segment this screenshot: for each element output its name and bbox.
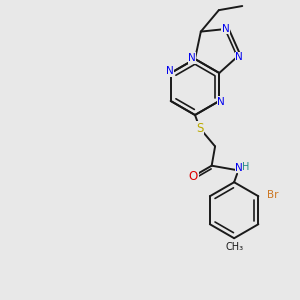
Text: N: N [222,24,230,34]
Text: O: O [189,170,198,183]
Text: N: N [235,52,243,62]
Text: Br: Br [267,190,278,200]
Text: N: N [218,97,225,107]
Text: N: N [235,163,243,173]
Text: CH₃: CH₃ [225,242,243,252]
Text: N: N [166,66,174,76]
Text: S: S [196,122,203,135]
Text: N: N [188,53,196,63]
Text: H: H [242,162,250,172]
